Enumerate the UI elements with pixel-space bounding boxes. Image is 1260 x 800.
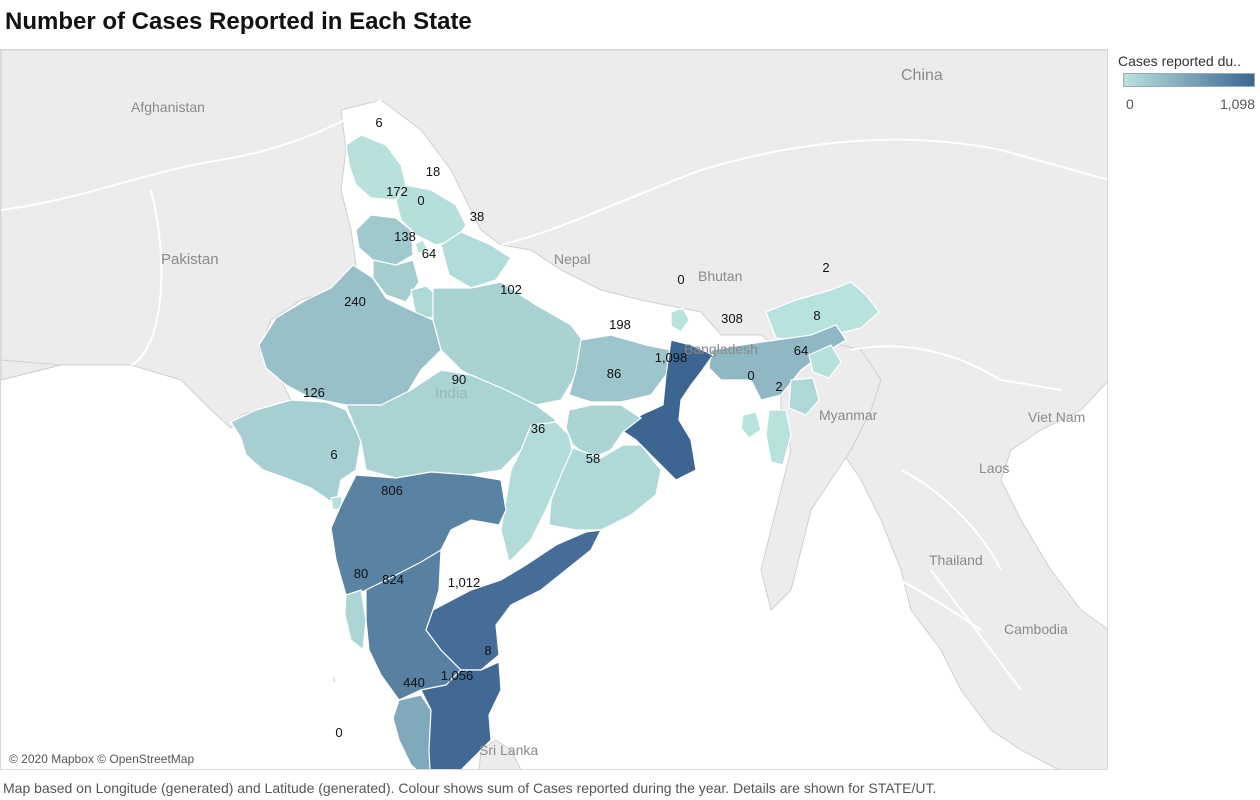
state-value-label: 38	[470, 209, 484, 224]
state-value-label: 102	[500, 282, 522, 297]
state-value-label: 58	[586, 451, 600, 466]
state-region[interactable]	[230, 399, 362, 507]
state-region[interactable]	[425, 529, 603, 671]
state-region[interactable]	[740, 411, 762, 439]
state-value-label: 8	[484, 643, 491, 658]
basemap-borders	[1, 99, 1107, 691]
state-value-label: 64	[422, 246, 436, 261]
state-value-label: 138	[394, 229, 416, 244]
country-label: Myanmar	[819, 407, 878, 423]
country-label: Thailand	[929, 552, 983, 568]
state-value-label: 2	[822, 260, 829, 275]
state-value-label: 0	[335, 725, 342, 740]
country-label: Nepal	[554, 251, 591, 267]
country-label: China	[901, 67, 943, 84]
state-region[interactable]	[500, 421, 574, 564]
country-label: Viet Nam	[1028, 409, 1085, 425]
state-region[interactable]	[332, 674, 337, 684]
country-labels: China Afghanistan Pakistan Nepal Bhutan …	[131, 67, 1085, 758]
state-value-label: 0	[747, 368, 754, 383]
state-value-label: 806	[381, 483, 403, 498]
state-region[interactable]	[330, 471, 507, 596]
state-region[interactable]	[548, 444, 662, 531]
state-value-label: 1,098	[655, 350, 688, 365]
state-value-label: 198	[609, 317, 631, 332]
state-value-label: 126	[303, 385, 325, 400]
legend-max-label: 1,098	[1219, 96, 1255, 112]
state-value-label: 824	[382, 572, 404, 587]
country-label: India	[435, 385, 468, 402]
state-region[interactable]	[788, 377, 820, 416]
state-value-label: 8	[813, 308, 820, 323]
state-region[interactable]	[670, 307, 690, 333]
state-value-label: 172	[386, 184, 408, 199]
state-value-label: 86	[607, 366, 621, 381]
choropleth-map[interactable]: China Afghanistan Pakistan Nepal Bhutan …	[0, 49, 1108, 770]
country-label: Sri Lanka	[479, 742, 538, 758]
map-attribution[interactable]: © 2020 Mapbox © OpenStreetMap	[9, 752, 194, 766]
country-label: Cambodia	[1004, 621, 1068, 637]
state-region[interactable]	[440, 231, 512, 289]
country-label: Bangladesh	[684, 341, 758, 357]
country-label: Bhutan	[698, 268, 742, 284]
state-region[interactable]	[808, 344, 842, 379]
state-value-label: 64	[794, 343, 808, 358]
state-region[interactable]	[355, 214, 414, 266]
state-value-label: 6	[330, 447, 337, 462]
state-value-label: 308	[721, 311, 743, 326]
state-value-label: 2	[775, 379, 782, 394]
state-value-label: 1,056	[441, 668, 474, 683]
legend-title: Cases reported du..	[1118, 53, 1241, 69]
state-region[interactable]	[344, 589, 367, 652]
country-label: Laos	[979, 460, 1009, 476]
state-region[interactable]	[432, 281, 587, 406]
state-value-label: 6	[375, 115, 382, 130]
state-value-label: 240	[344, 294, 366, 309]
state-value-label: 90	[452, 372, 466, 387]
country-label: Afghanistan	[131, 99, 205, 115]
color-legend[interactable]: Cases reported du.. 0 1,098	[1118, 53, 1258, 112]
state-region[interactable]	[568, 334, 672, 403]
state-value-label: 0	[417, 193, 424, 208]
map-caption: Map based on Longitude (generated) and L…	[3, 780, 937, 796]
state-region[interactable]	[765, 409, 792, 466]
state-regions[interactable]	[230, 134, 880, 770]
state-value-label: 18	[426, 164, 440, 179]
state-value-labels: 6 18 172 0 38 138 64 240 102 0 2 308 8 1…	[303, 115, 829, 740]
state-region[interactable]	[420, 661, 502, 770]
state-value-label: 36	[531, 421, 545, 436]
legend-gradient	[1123, 73, 1255, 87]
page-title: Number of Cases Reported in Each State	[5, 8, 472, 35]
legend-min-label: 0	[1126, 96, 1134, 112]
state-region[interactable]	[392, 694, 434, 770]
state-region[interactable]	[414, 239, 428, 255]
country-label: Pakistan	[161, 251, 219, 268]
state-region[interactable]	[619, 339, 714, 481]
state-value-label: 0	[677, 272, 684, 287]
state-value-label: 440	[403, 675, 425, 690]
state-value-label: 80	[354, 566, 368, 581]
state-value-label: 1,012	[448, 575, 481, 590]
